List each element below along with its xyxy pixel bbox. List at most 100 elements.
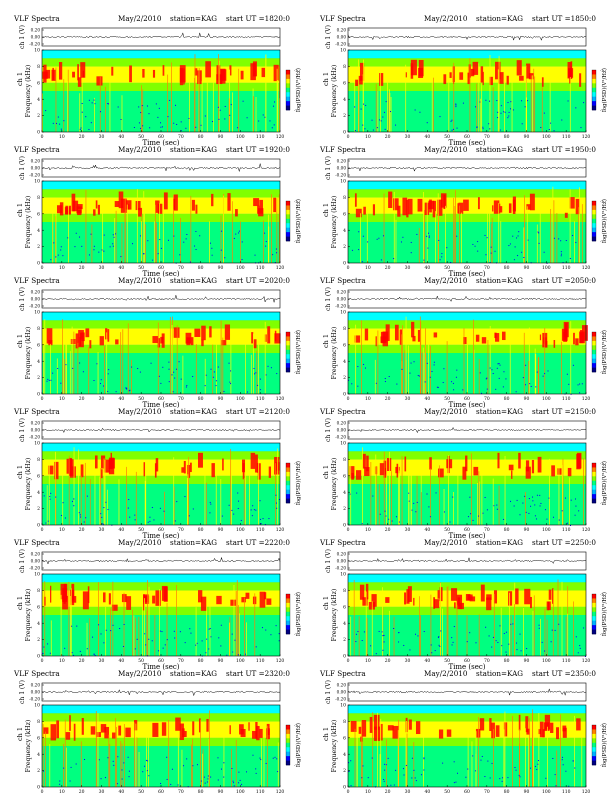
time-tick-label: 0 bbox=[347, 396, 350, 402]
spectrogram-speck bbox=[254, 254, 256, 256]
spectrogram-speck bbox=[175, 368, 177, 370]
spectrogram-speck bbox=[209, 628, 211, 630]
spectrogram-speck bbox=[363, 631, 365, 633]
colorbar-segment bbox=[592, 485, 596, 490]
time-tick-label: 40 bbox=[424, 265, 430, 271]
waveform-tick-label: -0.20 bbox=[29, 42, 40, 47]
spectrogram-speck bbox=[265, 241, 267, 243]
time-tick-label: 10 bbox=[365, 789, 371, 793]
spectrogram-speck bbox=[206, 638, 208, 640]
frequency-tick-label: 6 bbox=[37, 604, 40, 610]
spectrogram-peak bbox=[100, 724, 107, 733]
spectrogram-speck bbox=[81, 245, 83, 247]
waveform-tick-label: 0.20 bbox=[337, 290, 347, 295]
colorbar-segment bbox=[286, 463, 290, 468]
colorbar-segment bbox=[286, 471, 290, 477]
spectrogram-speck bbox=[210, 636, 212, 638]
spectrogram-speck bbox=[438, 636, 440, 638]
time-xlabel: Time (sec) bbox=[448, 401, 485, 409]
colorbar-label: log(PSD)(V²/Hz) bbox=[295, 723, 302, 767]
spectrogram-speck bbox=[238, 771, 240, 773]
spectrogram-speck bbox=[456, 235, 458, 237]
spectrogram-speck bbox=[73, 505, 75, 507]
time-tick-label: 120 bbox=[582, 789, 591, 793]
spectrogram-speck bbox=[105, 629, 107, 631]
spectrogram-speck bbox=[453, 626, 455, 628]
time-tick-label: 40 bbox=[118, 527, 124, 533]
spectrogram-peak bbox=[567, 68, 574, 78]
colorbar-segment bbox=[592, 349, 596, 355]
spectrogram-peak bbox=[553, 339, 556, 348]
spectrogram-band bbox=[348, 737, 586, 746]
spectrogram-speck bbox=[151, 506, 153, 508]
spectrogram-speck bbox=[160, 126, 162, 128]
spectrogram-speck bbox=[413, 502, 415, 504]
spectrogram-speck bbox=[223, 762, 225, 764]
spectrogram-speck bbox=[139, 371, 141, 373]
spectrogram-peak bbox=[69, 715, 71, 731]
spectrogram-speck bbox=[52, 372, 54, 374]
spectrogram-speck bbox=[185, 127, 187, 129]
spectrogram-speck bbox=[101, 249, 103, 251]
spectrogram-band bbox=[42, 312, 280, 321]
frequency-tick-label: 8 bbox=[37, 326, 40, 332]
spectrogram-band bbox=[348, 213, 586, 222]
spectrogram-speck bbox=[119, 627, 121, 629]
spectrogram-speck bbox=[43, 770, 45, 772]
waveform-ylabel: ch 1 (V) bbox=[19, 25, 26, 49]
spectrogram-speck bbox=[580, 127, 582, 129]
spectrogram-speck bbox=[518, 231, 520, 233]
spectrogram-peak bbox=[266, 723, 270, 735]
time-tick-label: 80 bbox=[198, 396, 204, 402]
colorbar-segment bbox=[286, 101, 290, 106]
colorbar-frame bbox=[591, 462, 597, 504]
spectrogram-speck bbox=[565, 240, 567, 242]
spectrogram-speck bbox=[453, 761, 455, 763]
spectrogram-speck bbox=[153, 519, 155, 521]
time-tick-label: 40 bbox=[424, 658, 430, 664]
colorbar-segment bbox=[286, 611, 290, 617]
spectrogram-peak bbox=[576, 454, 581, 470]
spectrogram-band bbox=[348, 82, 586, 91]
panel-svg: VLF Spectra May/2/2010 station=KAG start UT… bbox=[13, 145, 302, 278]
time-tick-label: 60 bbox=[464, 265, 470, 271]
spectrogram-speck bbox=[203, 776, 205, 778]
spectrogram-speck bbox=[357, 385, 359, 387]
colorbar-label: log(PSD)(V²/Hz) bbox=[295, 592, 302, 636]
spectrogram-speck bbox=[120, 118, 122, 120]
spectrogram-speck bbox=[578, 510, 580, 512]
spectrogram-speck bbox=[49, 652, 51, 654]
panel-start-time: start UT =1950:0 bbox=[532, 145, 596, 154]
spectrogram-speck bbox=[237, 127, 239, 129]
spectrogram-band bbox=[42, 713, 280, 722]
frequency-tick-label: 8 bbox=[343, 64, 346, 70]
spectrogram-peak bbox=[456, 594, 463, 610]
spectrogram-ylabel: Frequency (kHz) bbox=[25, 327, 32, 380]
spectrogram-speck bbox=[357, 366, 359, 368]
panel-svg: VLF Spectra May/2/2010 station=KAG start UT… bbox=[13, 407, 302, 540]
spectrogram-peak bbox=[375, 336, 377, 347]
spectrogram-band bbox=[42, 369, 280, 394]
spectrogram-ylabel: Frequency (kHz) bbox=[25, 65, 32, 118]
spectrogram-speck bbox=[553, 130, 555, 132]
spectrogram-speck bbox=[64, 517, 66, 519]
spectrogram-speck bbox=[57, 116, 59, 118]
spectrogram-speck bbox=[79, 514, 81, 516]
spectrogram-speck bbox=[59, 783, 61, 785]
spectrogram-speck bbox=[431, 652, 433, 654]
spectrogram-peak bbox=[480, 584, 485, 602]
spectrogram-speck bbox=[364, 128, 366, 130]
spectrogram-speck bbox=[505, 651, 507, 653]
spectrogram-speck bbox=[524, 495, 526, 497]
spectrogram-speck bbox=[492, 636, 494, 638]
colorbar-segment bbox=[286, 96, 290, 102]
spectrogram-band bbox=[42, 606, 280, 615]
time-tick-label: 120 bbox=[276, 527, 285, 533]
spectrogram-speck bbox=[498, 377, 500, 379]
spectrogram-speck bbox=[410, 362, 412, 364]
spectrogram-peak bbox=[550, 722, 554, 733]
spectrogram-speck bbox=[489, 261, 491, 263]
time-tick-label: 110 bbox=[256, 789, 265, 793]
frequency-tick-label: 4 bbox=[343, 228, 346, 234]
frequency-tick-label: 4 bbox=[343, 621, 346, 627]
